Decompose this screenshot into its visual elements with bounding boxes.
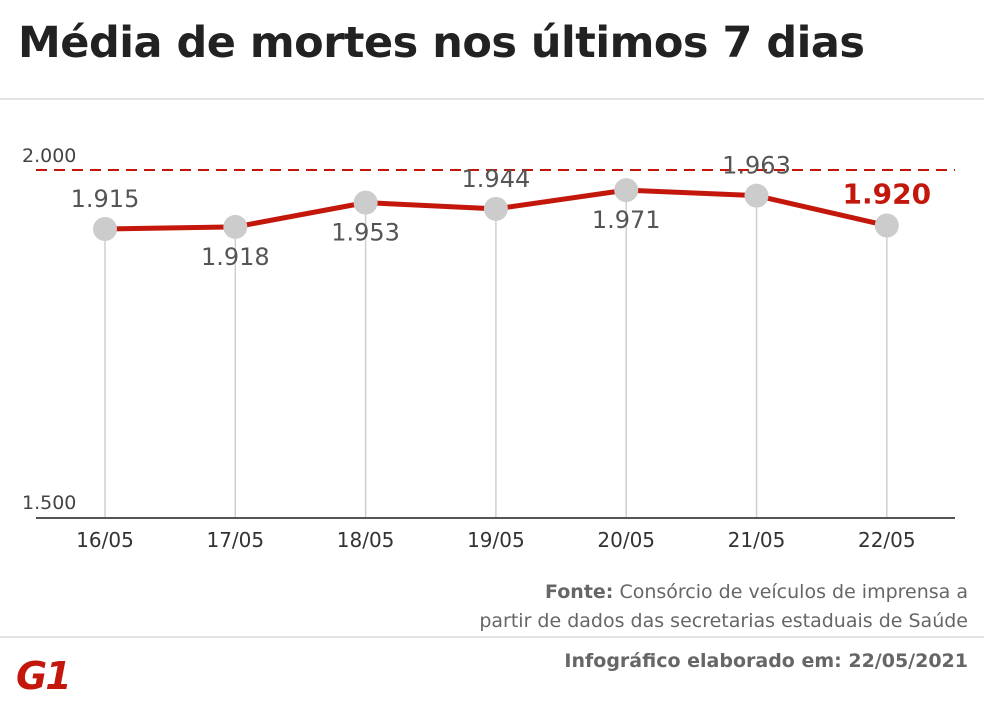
data-point [483, 196, 508, 221]
x-tick-label: 16/05 [76, 528, 134, 552]
x-tick-label: 19/05 [467, 528, 525, 552]
g1-logo-text: G1 [16, 655, 70, 695]
x-tick-label: 20/05 [597, 528, 655, 552]
footer-divider [0, 636, 984, 638]
source-prefix: Fonte: [545, 581, 614, 603]
data-label: 1.944 [462, 165, 531, 193]
x-tick-label: 22/05 [858, 528, 916, 552]
data-point [93, 216, 117, 241]
data-label: 1.971 [592, 206, 661, 234]
x-tick-label: 21/05 [728, 528, 786, 552]
y-tick-label: 1.500 [22, 492, 76, 514]
data-label: 1.915 [71, 185, 140, 213]
data-point [614, 178, 639, 203]
x-tick-label: 17/05 [206, 528, 264, 552]
data-point [223, 214, 248, 239]
x-tick-label: 18/05 [337, 528, 395, 552]
y-tick-label: 2.000 [22, 145, 76, 167]
highlight-data-label: 1.920 [843, 178, 932, 211]
g1-logo: G1 [16, 655, 72, 695]
data-label: 1.918 [201, 243, 270, 271]
source-note: Fonte: Consórcio de veículos de imprensa… [479, 578, 968, 636]
credit-note: Infográfico elaborado em: 22/05/2021 [564, 650, 968, 672]
data-point [744, 183, 769, 208]
data-label: 1.953 [331, 219, 400, 247]
header-divider [0, 98, 984, 100]
data-label: 1.963 [722, 152, 791, 180]
source-line-1: Consórcio de veículos de imprensa a [619, 581, 968, 603]
data-point [353, 190, 378, 215]
line-chart: 1.500 2.000 16/05 17/05 18/05 19/05 20/05 21/05… [22, 145, 955, 552]
data-point [874, 213, 899, 238]
source-line-2: partir de dados das secretarias estaduai… [479, 610, 968, 632]
chart-title: Média de mortes nos últimos 7 dias [18, 18, 865, 68]
